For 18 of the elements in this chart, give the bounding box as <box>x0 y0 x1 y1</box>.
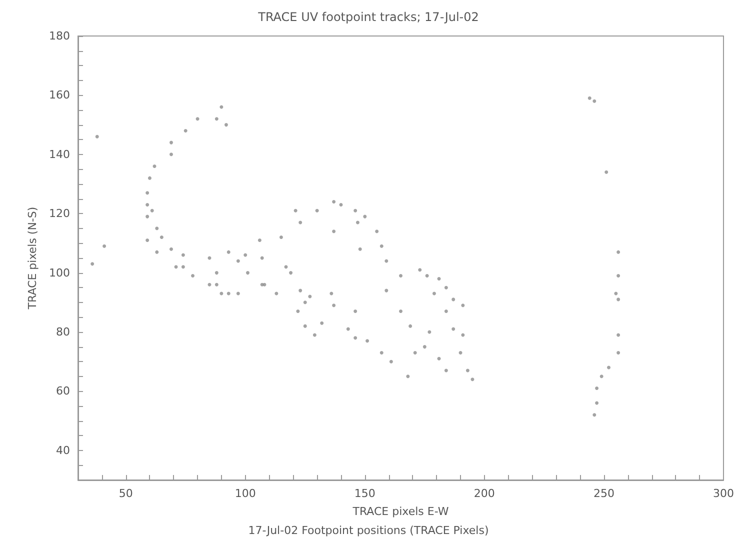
y-tick-label: 120 <box>49 207 70 220</box>
x-tick-label: 200 <box>474 487 495 500</box>
y-tick-label: 180 <box>49 30 70 42</box>
x-tick-label: 150 <box>354 487 376 500</box>
y-axis-title: TRACE pixels (N-S) <box>26 206 39 310</box>
y-tick-label: 160 <box>49 88 70 102</box>
y-tick-label: 100 <box>49 266 70 280</box>
x-axis-title: TRACE pixels E-W <box>352 505 449 518</box>
y-tick-label: 140 <box>49 148 70 161</box>
x-tick-label: 50 <box>118 487 133 500</box>
chart-title: TRACE UV footpoint tracks; 17-Jul-02 <box>257 10 479 24</box>
y-tick-label: 40 <box>56 444 70 457</box>
text: 17-Jul-02 Footpoint positions (TRACE Pixels) <box>248 524 489 537</box>
y-tick-label: 80 <box>56 326 70 338</box>
y-tick-label: 60 <box>56 384 70 398</box>
x-tick-label: 100 <box>234 487 256 500</box>
x-tick-label: 300 <box>713 487 734 500</box>
x-tick-label: 250 <box>593 487 614 500</box>
